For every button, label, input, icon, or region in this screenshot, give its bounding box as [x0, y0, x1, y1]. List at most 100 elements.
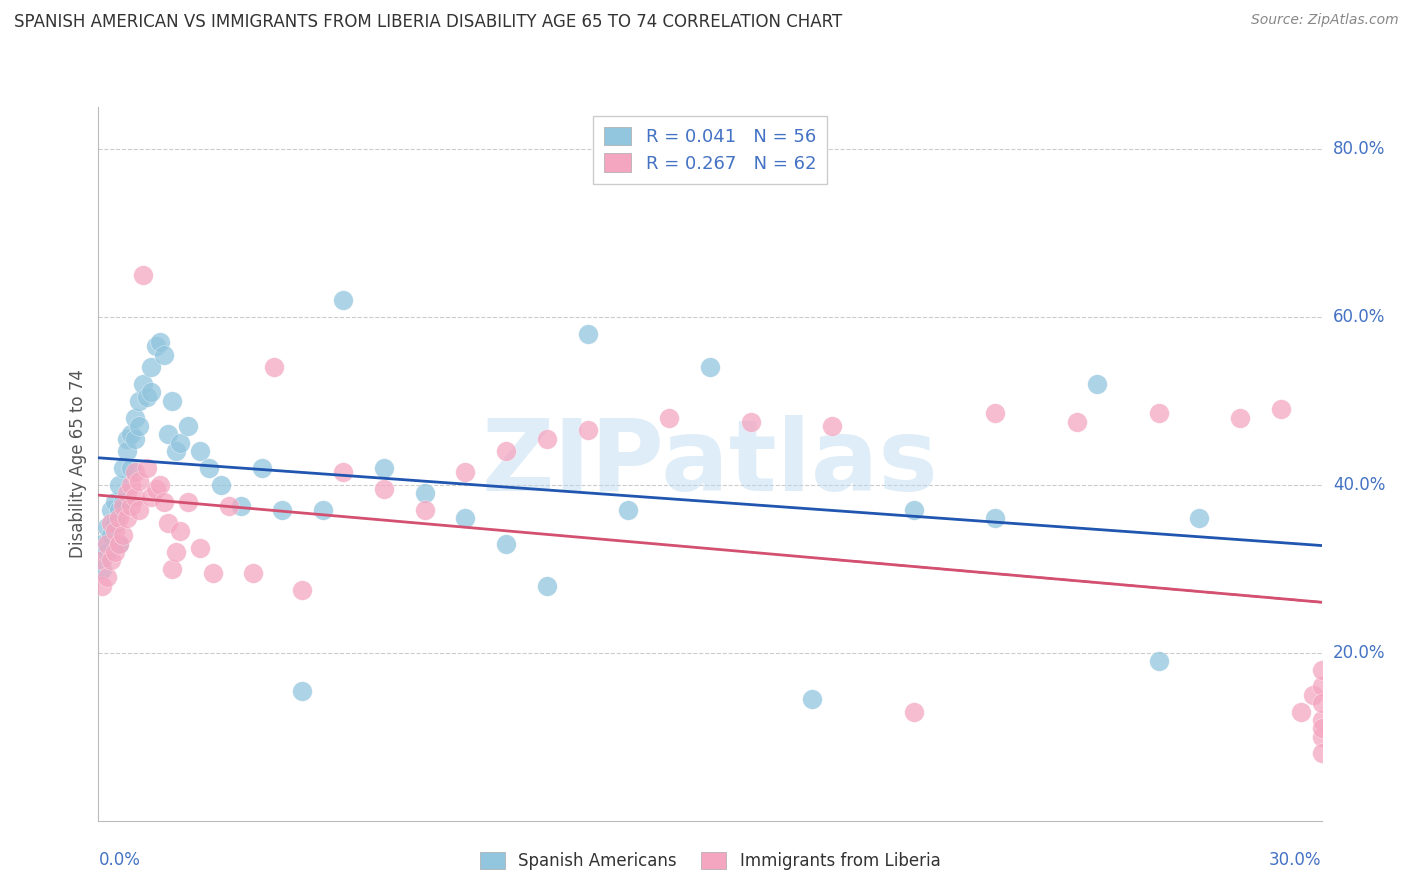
Point — [984, 407, 1007, 421]
Point — [145, 339, 167, 353]
Point — [165, 545, 187, 559]
Point — [96, 520, 118, 534]
Point — [100, 516, 122, 530]
Point — [332, 293, 354, 307]
Point — [104, 494, 127, 508]
Point — [141, 360, 163, 375]
Point — [100, 553, 122, 567]
Point — [96, 545, 118, 559]
Point — [495, 444, 517, 458]
Point — [242, 566, 264, 580]
Point — [124, 410, 146, 425]
Point — [108, 536, 131, 550]
Point — [332, 465, 354, 479]
Point — [104, 516, 127, 530]
Point — [1310, 721, 1333, 735]
Point — [270, 503, 294, 517]
Point — [821, 419, 844, 434]
Point — [373, 461, 395, 475]
Point — [115, 432, 138, 446]
Point — [124, 465, 146, 479]
Text: Source: ZipAtlas.com: Source: ZipAtlas.com — [1251, 13, 1399, 28]
Point — [1310, 663, 1333, 677]
Point — [149, 478, 172, 492]
Point — [218, 499, 240, 513]
Point — [312, 503, 335, 517]
Point — [132, 268, 155, 282]
Point — [160, 562, 183, 576]
Point — [1147, 654, 1170, 668]
Text: 80.0%: 80.0% — [1333, 140, 1385, 158]
Point — [576, 423, 599, 437]
Point — [120, 461, 142, 475]
Point — [413, 503, 436, 517]
Point — [156, 516, 179, 530]
Point — [136, 390, 159, 404]
Point — [1310, 679, 1333, 693]
Point — [160, 393, 183, 408]
Point — [1302, 688, 1324, 702]
Point — [108, 511, 131, 525]
Point — [141, 491, 163, 505]
Point — [128, 419, 150, 434]
Point — [984, 511, 1007, 525]
Point — [209, 478, 232, 492]
Text: 30.0%: 30.0% — [1270, 851, 1322, 869]
Text: 20.0%: 20.0% — [1333, 644, 1385, 662]
Point — [454, 465, 477, 479]
Point — [128, 393, 150, 408]
Point — [903, 503, 925, 517]
Point — [373, 482, 395, 496]
Point — [495, 536, 517, 550]
Point — [413, 486, 436, 500]
Point — [1291, 705, 1313, 719]
Point — [188, 541, 212, 555]
Point — [124, 432, 146, 446]
Point — [108, 478, 131, 492]
Point — [169, 435, 191, 450]
Point — [263, 360, 285, 375]
Point — [96, 570, 118, 584]
Point — [177, 419, 200, 434]
Point — [108, 503, 131, 517]
Point — [111, 461, 134, 475]
Point — [177, 494, 200, 508]
Point — [111, 499, 134, 513]
Point — [91, 578, 114, 592]
Point — [801, 692, 824, 706]
Point — [120, 427, 142, 442]
Point — [1310, 696, 1333, 710]
Point — [108, 536, 131, 550]
Text: 40.0%: 40.0% — [1333, 475, 1385, 494]
Point — [115, 444, 138, 458]
Point — [165, 444, 187, 458]
Point — [1310, 730, 1333, 744]
Point — [120, 478, 142, 492]
Point — [1188, 511, 1211, 525]
Point — [903, 705, 925, 719]
Point — [201, 566, 224, 580]
Point — [576, 326, 599, 341]
Point — [740, 415, 762, 429]
Point — [124, 491, 146, 505]
Point — [152, 494, 174, 508]
Point — [96, 536, 118, 550]
Point — [145, 482, 167, 496]
Text: SPANISH AMERICAN VS IMMIGRANTS FROM LIBERIA DISABILITY AGE 65 TO 74 CORRELATION : SPANISH AMERICAN VS IMMIGRANTS FROM LIBE… — [14, 13, 842, 31]
Point — [152, 348, 174, 362]
Point — [128, 474, 150, 488]
Point — [104, 545, 127, 559]
Point — [658, 410, 681, 425]
Point — [111, 494, 134, 508]
Point — [250, 461, 273, 475]
Point — [188, 444, 212, 458]
Point — [91, 536, 114, 550]
Text: 60.0%: 60.0% — [1333, 308, 1385, 326]
Point — [120, 499, 142, 513]
Point — [111, 528, 134, 542]
Point — [1310, 713, 1333, 727]
Point — [149, 335, 172, 350]
Point — [91, 562, 114, 576]
Point — [536, 432, 558, 446]
Point — [1066, 415, 1088, 429]
